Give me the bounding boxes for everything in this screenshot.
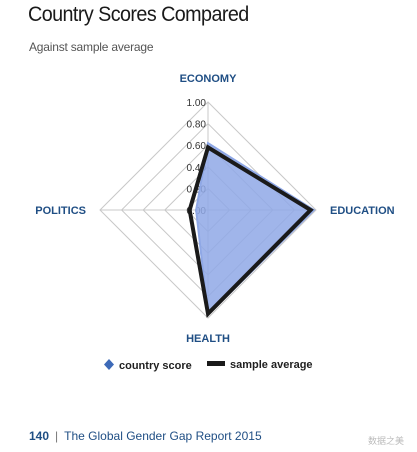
tick-label: 0.60	[187, 141, 207, 152]
axis-label-health: HEALTH	[186, 333, 230, 345]
axis-label-education: EDUCATION	[330, 205, 395, 217]
point-1-2	[207, 312, 210, 315]
series-sample-average	[187, 144, 314, 318]
page-number: 140	[29, 429, 50, 443]
axis-label-politics: POLITICS	[35, 205, 86, 217]
line-marker-icon	[207, 361, 225, 366]
legend-average-label: sample average	[230, 359, 313, 371]
radar-chart: 1.000.800.600.400.200.00 ECONOMYEDUCATIO…	[35, 73, 394, 345]
tick-label: 0.40	[187, 163, 207, 174]
footer-separator: |	[55, 429, 59, 443]
chart-title: Country Scores Compared	[28, 3, 249, 26]
legend-sample-average: sample average	[207, 359, 313, 371]
report-title: The Global Gender Gap Report 2015	[64, 429, 262, 443]
point-0-0	[207, 142, 210, 145]
tick-label: 0.80	[187, 120, 207, 131]
point-1-3	[188, 209, 191, 212]
point-0-3	[195, 209, 198, 212]
tick-label: 1.00	[187, 98, 207, 109]
legend-country-label: country score	[119, 360, 192, 372]
radar-axis-labels: ECONOMY EDUCATION HEALTH POLITICS	[35, 73, 394, 345]
page-footer: 140 | The Global Gender Gap Report 2015	[29, 429, 262, 443]
point-1-1	[309, 209, 312, 212]
legend-country-score: country score	[104, 359, 192, 372]
axis-label-economy: ECONOMY	[180, 73, 238, 85]
diamond-marker-icon	[104, 359, 114, 370]
chart-subtitle: Against sample average	[29, 40, 154, 54]
series-country-score	[195, 141, 316, 317]
point-1-0	[207, 146, 210, 149]
radar-series	[187, 141, 316, 318]
watermark: 数据之美	[368, 436, 405, 446]
